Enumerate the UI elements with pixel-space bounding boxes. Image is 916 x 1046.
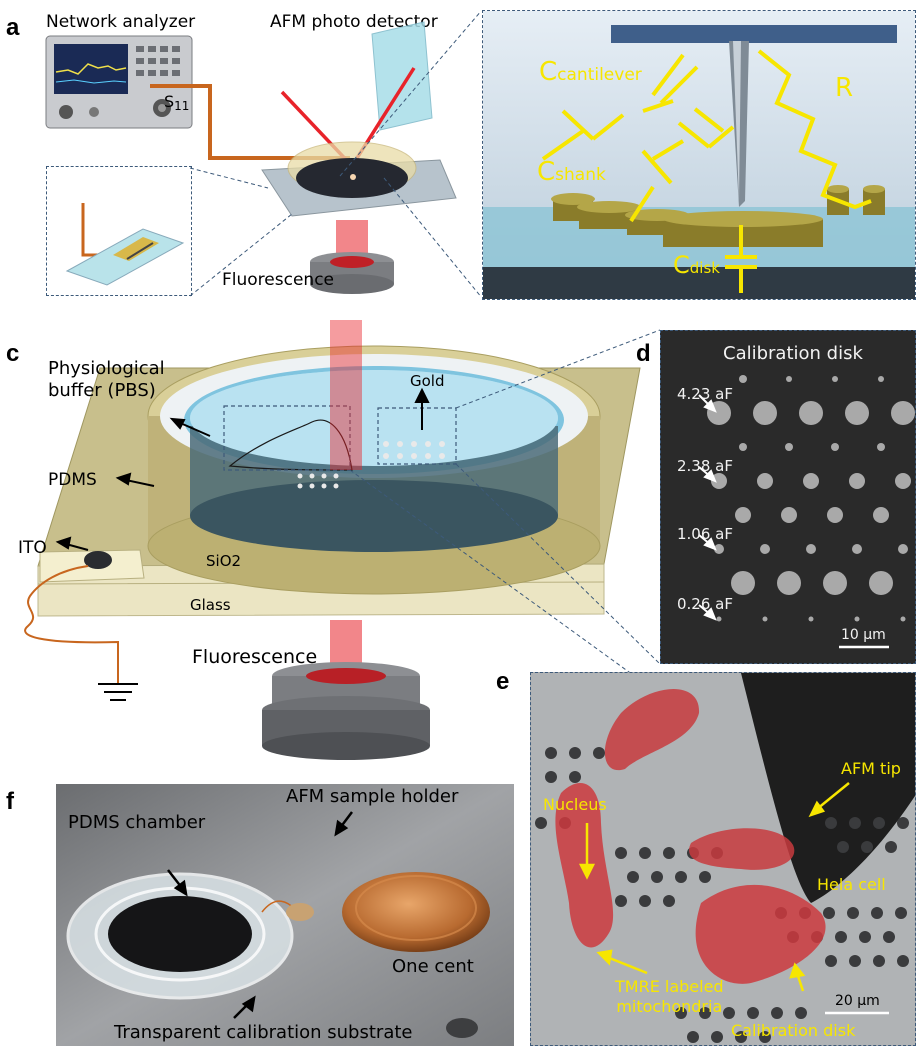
resistor-label: R [835,73,854,103]
panel-c-fluorescence-label: Fluorescence [192,646,318,668]
s11-label: S11 [164,92,189,113]
panel-b-scene [483,11,915,299]
cap-label-2: 1.06 aF [677,525,733,543]
panel-c-scene [24,320,661,760]
panel-e-scale-label: 20 µm [835,993,880,1009]
s11-subscript: 11 [174,99,190,113]
afm-sample-holder-label: AFM sample holder [286,786,459,807]
sio2-label: SiO2 [206,552,242,570]
ito-label: ITO [18,538,47,558]
tmre-line2: mitochondria [616,997,723,1016]
c-cantilever-label: Ccantilever [539,57,642,87]
physiological-buffer-label: Physiological buffer (PBS) [48,358,165,402]
c-shank-main: C [537,157,556,187]
c-cantilever-sub: cantilever [557,65,642,85]
afm-tip-label: AFM tip [841,759,901,778]
s11-letter: S [164,92,175,111]
panel-e-micrograph: Nucleus AFM tip Hela cell TMRE labeled m… [530,672,916,1046]
tmre-line1: TMRE labeled [615,977,724,996]
network-analyzer-device [45,35,193,129]
substrate-label: Transparent calibration substrate [114,1022,413,1043]
network-analyzer-label: Network analyzer [46,12,196,32]
chip-illustration [65,203,185,286]
panel-letter-a: a [6,14,20,41]
panel-b-box: Ccantilever Cshank Cdisk R [482,10,916,300]
cell-image [531,673,915,1045]
chip-inset [46,166,192,296]
c-cantilever-main: C [539,57,558,87]
panel-d-micrograph: Calibration disk 4.23 aF 2.38 aF 1.06 aF… [660,330,916,664]
c-disk-label: Cdisk [673,251,720,279]
nucleus-label: Nucleus [543,795,607,814]
panel-letter-d: d [636,340,651,367]
photo-detector-label: AFM photo detector [270,12,438,32]
c-shank-label: Cshank [537,157,606,187]
tmre-label: TMRE labeled mitochondria [615,977,724,1017]
c-shank-sub: shank [555,165,606,185]
physiological-line1: Physiological [48,358,165,379]
panel-a-scene [150,11,480,297]
one-cent-label: One cent [392,956,474,977]
cap-label-1: 2.38 aF [677,457,733,475]
panel-f-photo: PDMS chamber AFM sample holder One cent … [56,784,514,1046]
panel-letter-c: c [6,340,20,367]
calibration-disk-title: Calibration disk [723,343,863,364]
cap-label-3: 0.26 aF [677,595,733,613]
panel-letter-e: e [496,668,510,695]
panel-d-scale-label: 10 µm [841,627,886,643]
c-disk-sub: disk [689,259,720,277]
gold-label: Gold [410,372,445,390]
pdms-label: PDMS [48,470,97,490]
disk-array [698,375,915,649]
glass-label: Glass [190,596,231,614]
c-disk-main: C [673,251,690,279]
photo-scene [56,784,514,1046]
panel-a-fluorescence-label: Fluorescence [222,270,334,290]
pdms-chamber-label: PDMS chamber [68,812,206,833]
physiological-line2: buffer (PBS) [48,380,156,401]
cap-label-0: 4.23 aF [677,385,733,403]
hela-cell-label: Hela cell [817,875,886,894]
calibration-disk-label-e: Calibration disk [731,1021,856,1040]
panel-letter-f: f [6,788,14,815]
